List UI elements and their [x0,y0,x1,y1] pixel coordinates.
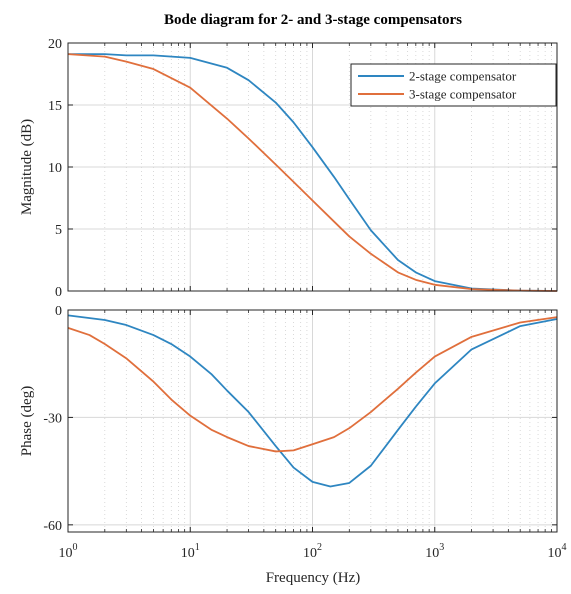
phase-panel: -60 -30 0 100 101 102 103 104 Phase (deg) [19,304,567,561]
x-ticks: 100 101 102 103 104 [59,542,567,561]
x-axis-label: Frequency (Hz) [266,570,361,586]
x-tick-label: 101 [181,542,200,561]
phase-y-ticks: -60 -30 0 [43,304,558,534]
magnitude-y-tick-label: 10 [48,161,62,176]
legend-box [350,63,557,107]
phase-y-tick-label: 0 [55,304,62,319]
magnitude-y-tick-label: 0 [55,285,62,300]
phase-y-tick-label: -60 [43,519,62,534]
legend: 2-stage compensator 3-stage compensator [350,63,557,107]
magnitude-y-tick-label: 20 [48,37,62,52]
x-tick-label: 102 [303,542,322,561]
phase-line-2-stage [67,314,558,488]
phase-lines [67,314,558,488]
x-tick-label: 104 [548,542,567,561]
phase-line-3-stage [67,316,558,453]
chart-title: Bode diagram for 2- and 3-stage compensa… [164,12,462,28]
magnitude-lines [67,53,558,292]
magnitude-y-ticks: 0 5 10 15 20 [48,37,558,300]
magnitude-y-tick-label: 15 [48,99,62,114]
magnitude-line-3-stage [67,53,558,292]
magnitude-panel: 0 5 10 15 20 Magnitude (dB) 2-stage compensa… [19,37,558,300]
phase-y-tick-label: -30 [43,411,62,426]
x-tick-label: 100 [59,542,78,561]
magnitude-y-tick-label: 5 [55,223,62,238]
legend-label-2-stage: 2-stage compensator [409,69,517,84]
magnitude-line-2-stage [68,53,558,292]
phase-ylabel: Phase (deg) [19,386,35,456]
x-tick-label: 103 [425,542,444,561]
magnitude-ylabel: Magnitude (dB) [19,119,35,215]
legend-label-3-stage: 3-stage compensator [409,87,517,102]
